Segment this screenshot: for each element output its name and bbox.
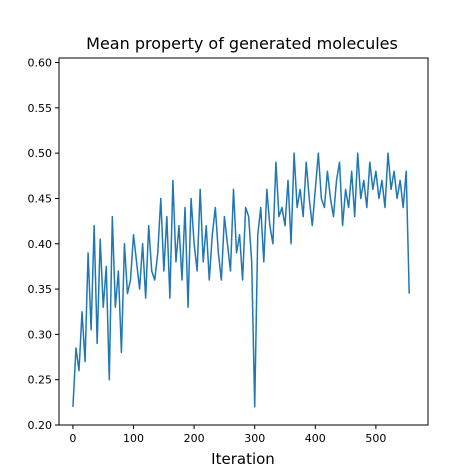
y-tick-label: 0.35	[28, 283, 53, 296]
x-tick-label: 0	[69, 432, 76, 445]
x-tick-label: 500	[365, 432, 386, 445]
y-tick-label: 0.50	[28, 147, 53, 160]
x-tick-label: 300	[244, 432, 265, 445]
plot-frame	[58, 57, 429, 426]
y-tick-label: 0.20	[28, 419, 53, 432]
chart-title: Mean property of generated molecules	[86, 34, 398, 53]
x-axis-label: Iteration	[211, 450, 275, 468]
y-tick-label: 0.40	[28, 238, 53, 251]
x-tick-label: 400	[305, 432, 326, 445]
y-tick-label: 0.55	[28, 102, 53, 115]
x-tick-label: 100	[123, 432, 144, 445]
series-line-0	[72, 152, 410, 408]
x-tick-label: 200	[184, 432, 205, 445]
y-tick-label: 0.30	[28, 328, 53, 341]
y-tick-label: 0.45	[28, 192, 53, 205]
y-tick-label: 0.60	[28, 57, 53, 70]
y-tick-label: 0.25	[28, 374, 53, 387]
